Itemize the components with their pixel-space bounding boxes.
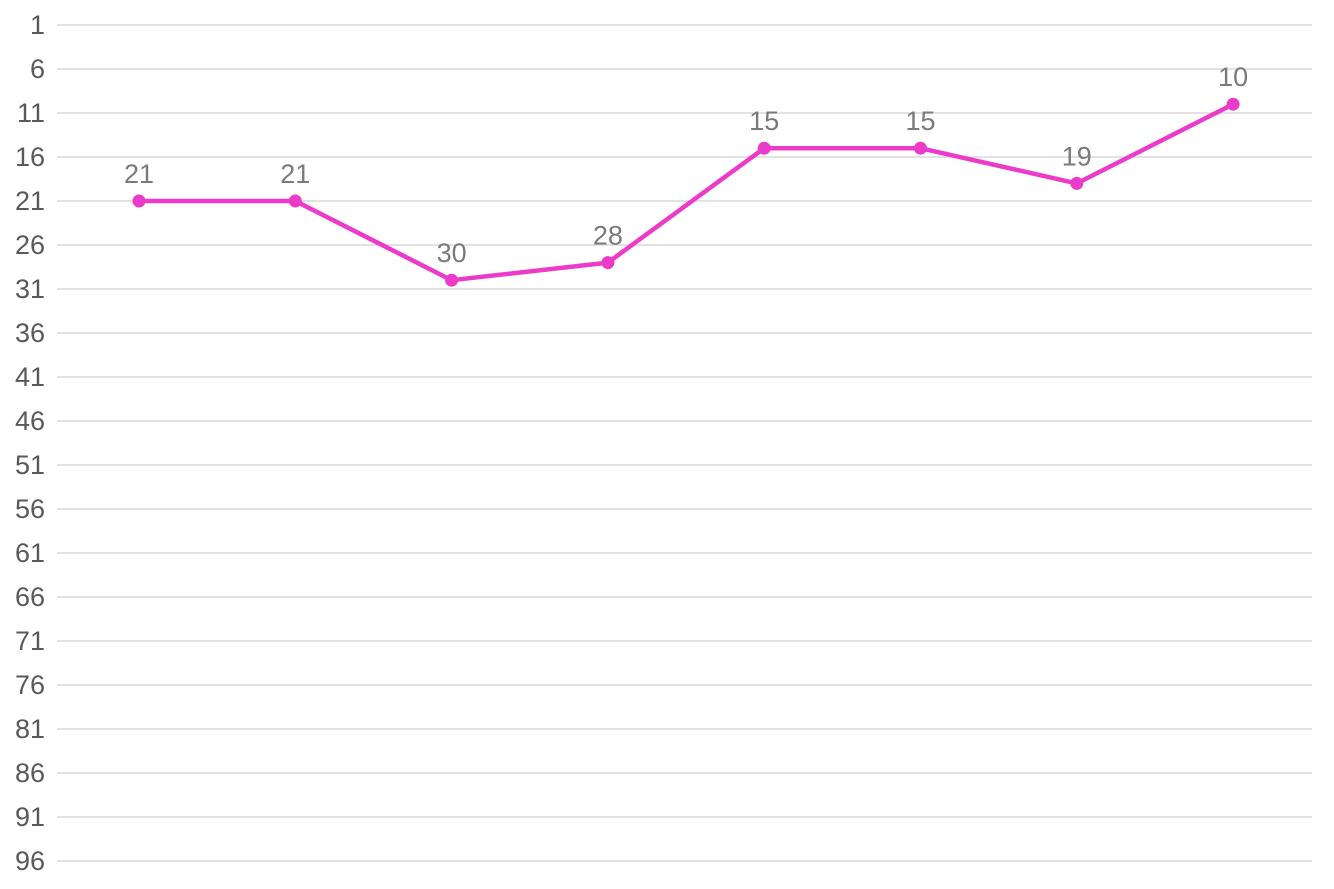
data-point-label: 10 [1218,62,1248,92]
data-point-label: 15 [749,106,779,136]
y-axis-tick-label: 41 [15,362,45,392]
data-point-label: 28 [593,221,623,251]
y-axis-tick-label: 11 [17,98,45,128]
data-point-label: 30 [437,238,467,268]
y-axis-tick-label: 46 [15,406,45,436]
y-axis-tick-label: 6 [30,54,45,84]
y-axis-tick-label: 31 [15,274,45,304]
y-axis-tick-label: 51 [15,450,45,480]
y-axis-tick-label: 16 [15,142,45,172]
data-point-marker[interactable] [601,256,615,270]
y-axis-tick-label: 76 [15,670,45,700]
data-point-marker[interactable] [1070,176,1084,190]
y-axis-tick-label: 86 [15,758,45,788]
y-axis-tick-label: 21 [15,186,45,216]
data-point-marker[interactable] [914,141,927,155]
data-point-label: 15 [905,106,935,136]
y-axis-tick-label: 26 [15,230,45,260]
y-axis-tick-label: 71 [15,626,45,656]
y-axis-tick-label: 61 [15,538,45,568]
y-axis-tick-label: 1 [30,10,45,40]
data-point-marker[interactable] [445,273,459,287]
data-point-label: 21 [124,159,154,189]
y-axis-tick-label: 96 [15,846,45,876]
data-point-marker[interactable] [1226,97,1240,111]
y-axis-tick-label: 66 [15,582,45,612]
y-axis-tick-label: 36 [15,318,45,348]
data-point-marker[interactable] [132,194,146,208]
data-point-marker[interactable] [757,141,771,155]
y-axis-tick-label: 56 [15,494,45,524]
series-line[interactable] [136,101,1236,283]
y-axis-tick-label: 91 [15,802,45,832]
y-axis-tick-label: 81 [15,714,45,744]
data-point-label: 19 [1062,141,1092,171]
data-point-marker[interactable] [288,194,302,208]
data-point-label: 21 [280,159,310,189]
